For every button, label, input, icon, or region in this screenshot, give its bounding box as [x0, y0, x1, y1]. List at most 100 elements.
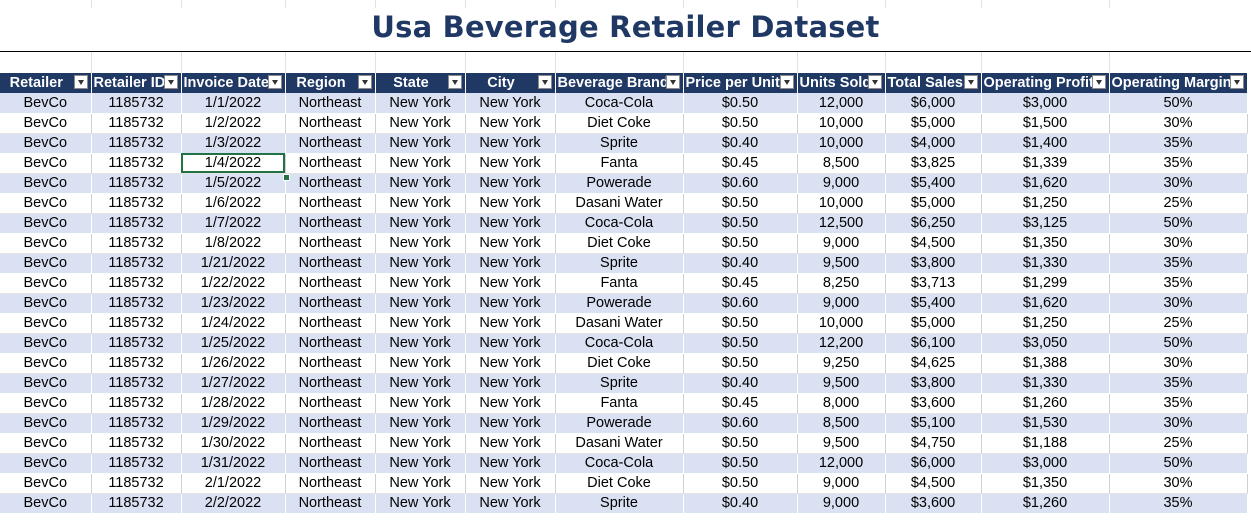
table-cell[interactable]: $0.60 [683, 293, 798, 314]
table-cell[interactable]: 2/2/2022 [181, 493, 286, 514]
table-cell[interactable]: $3,600 [885, 493, 982, 514]
table-cell[interactable]: $0.50 [683, 333, 798, 354]
table-cell[interactable]: Fanta [555, 273, 684, 294]
column-header[interactable]: Retailer ID [91, 73, 182, 93]
table-cell[interactable]: $1,260 [981, 393, 1110, 414]
table-cell[interactable]: Diet Coke [555, 113, 684, 134]
table-cell[interactable]: New York [375, 333, 466, 354]
table-cell[interactable]: $0.40 [683, 373, 798, 394]
table-cell[interactable]: Dasani Water [555, 313, 684, 334]
table-cell[interactable]: $0.45 [683, 273, 798, 294]
table-cell[interactable]: New York [375, 313, 466, 334]
table-cell[interactable]: 35% [1109, 393, 1248, 414]
table-cell[interactable]: 8,250 [797, 273, 886, 294]
table-cell[interactable]: Northeast [285, 253, 376, 274]
table-cell[interactable]: $4,750 [885, 433, 982, 454]
table-cell[interactable]: BevCo [0, 313, 92, 334]
table-cell[interactable]: 35% [1109, 253, 1248, 274]
table-cell[interactable]: New York [465, 313, 556, 334]
table-cell[interactable]: 9,000 [797, 473, 886, 494]
table-cell[interactable]: $3,000 [981, 93, 1110, 114]
table-cell[interactable]: New York [465, 173, 556, 194]
table-cell[interactable]: New York [465, 213, 556, 234]
table-cell[interactable]: Diet Coke [555, 233, 684, 254]
column-header[interactable]: Beverage Brand [555, 73, 684, 93]
table-cell[interactable]: $3,713 [885, 273, 982, 294]
table-cell[interactable]: 1185732 [91, 133, 182, 154]
table-cell[interactable]: New York [375, 433, 466, 454]
table-cell[interactable]: 1185732 [91, 393, 182, 414]
table-cell[interactable]: Sprite [555, 253, 684, 274]
table-cell[interactable]: 1185732 [91, 253, 182, 274]
table-cell[interactable]: 1185732 [91, 173, 182, 194]
table-cell[interactable]: Fanta [555, 393, 684, 414]
table-cell[interactable]: $1,500 [981, 113, 1110, 134]
table-cell[interactable]: 25% [1109, 193, 1248, 214]
table-cell[interactable]: Sprite [555, 373, 684, 394]
table-cell[interactable]: BevCo [0, 413, 92, 434]
table-cell[interactable]: $1,388 [981, 353, 1110, 374]
column-header[interactable]: Price per Unit [683, 73, 798, 93]
table-cell[interactable]: 50% [1109, 93, 1248, 114]
filter-dropdown-icon[interactable] [73, 75, 88, 89]
table-cell[interactable]: 25% [1109, 433, 1248, 454]
table-cell[interactable]: 1/6/2022 [181, 193, 286, 214]
table-cell[interactable]: Northeast [285, 133, 376, 154]
table-cell[interactable]: $0.50 [683, 233, 798, 254]
table-cell[interactable]: Northeast [285, 373, 376, 394]
table-cell[interactable]: New York [375, 113, 466, 134]
table-cell[interactable]: New York [375, 153, 466, 174]
table-cell[interactable]: New York [375, 493, 466, 514]
table-cell[interactable]: $0.50 [683, 453, 798, 474]
table-cell[interactable]: 9,000 [797, 493, 886, 514]
table-cell[interactable]: 35% [1109, 273, 1248, 294]
table-cell[interactable]: Northeast [285, 153, 376, 174]
table-cell[interactable]: 12,000 [797, 453, 886, 474]
filter-dropdown-icon[interactable] [665, 75, 680, 89]
table-cell[interactable]: $3,125 [981, 213, 1110, 234]
table-cell[interactable]: $0.50 [683, 113, 798, 134]
table-cell[interactable]: New York [465, 333, 556, 354]
table-cell[interactable]: $1,188 [981, 433, 1110, 454]
table-cell[interactable]: New York [465, 453, 556, 474]
table-cell[interactable]: New York [465, 93, 556, 114]
table-cell[interactable]: $5,400 [885, 293, 982, 314]
filter-dropdown-icon[interactable] [1091, 75, 1106, 89]
table-cell[interactable]: 1185732 [91, 313, 182, 334]
table-cell[interactable]: New York [465, 413, 556, 434]
table-cell[interactable]: BevCo [0, 353, 92, 374]
table-cell[interactable]: 35% [1109, 493, 1248, 514]
table-cell[interactable]: BevCo [0, 233, 92, 254]
table-cell[interactable]: 1/30/2022 [181, 433, 286, 454]
table-cell[interactable]: $0.45 [683, 393, 798, 414]
table-cell[interactable]: Coca-Cola [555, 213, 684, 234]
table-cell[interactable]: 1185732 [91, 193, 182, 214]
table-cell[interactable]: $1,620 [981, 293, 1110, 314]
table-cell[interactable]: 9,000 [797, 173, 886, 194]
table-cell[interactable]: BevCo [0, 93, 92, 114]
table-cell[interactable]: 30% [1109, 413, 1248, 434]
table-cell[interactable]: BevCo [0, 273, 92, 294]
table-cell[interactable]: BevCo [0, 453, 92, 474]
table-cell[interactable]: $1,350 [981, 473, 1110, 494]
table-cell[interactable]: 1185732 [91, 273, 182, 294]
table-cell[interactable]: Northeast [285, 453, 376, 474]
table-cell[interactable]: 12,200 [797, 333, 886, 354]
table-cell[interactable]: 1185732 [91, 333, 182, 354]
table-cell[interactable]: New York [375, 353, 466, 374]
table-cell[interactable]: 30% [1109, 473, 1248, 494]
table-cell[interactable]: 2/1/2022 [181, 473, 286, 494]
table-cell[interactable]: 50% [1109, 213, 1248, 234]
table-cell[interactable]: 9,500 [797, 433, 886, 454]
table-cell[interactable]: $1,330 [981, 253, 1110, 274]
table-cell[interactable]: 50% [1109, 333, 1248, 354]
table-cell[interactable]: Northeast [285, 213, 376, 234]
table-cell[interactable]: New York [465, 253, 556, 274]
table-cell[interactable]: New York [375, 273, 466, 294]
table-cell[interactable]: $0.50 [683, 93, 798, 114]
table-cell[interactable]: New York [465, 393, 556, 414]
table-cell[interactable]: BevCo [0, 393, 92, 414]
table-cell[interactable]: New York [375, 413, 466, 434]
table-cell[interactable]: $5,400 [885, 173, 982, 194]
table-cell[interactable]: Northeast [285, 393, 376, 414]
